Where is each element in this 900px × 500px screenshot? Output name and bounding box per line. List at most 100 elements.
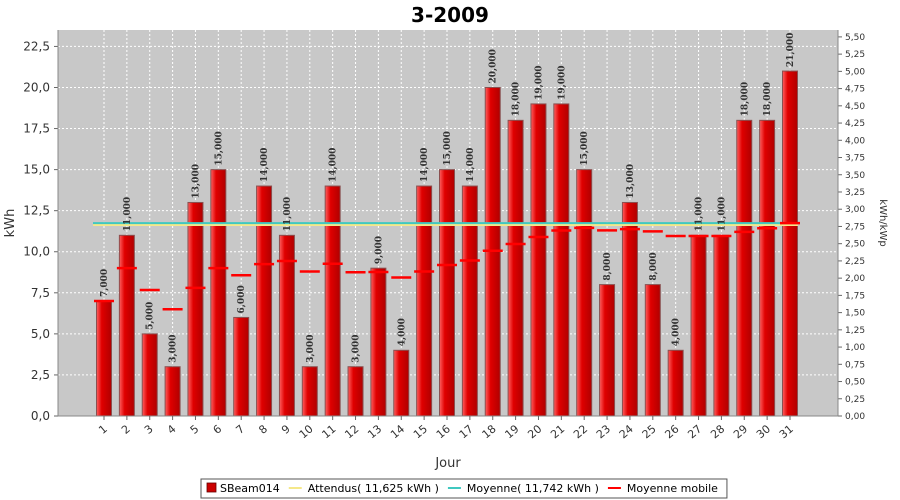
x-tick-label: 21 [548,422,567,441]
bar [210,169,227,417]
y2-tick-label: 2,75 [845,222,865,232]
x-tick-label: 3 [142,422,156,436]
bar [278,234,295,417]
bar-value-label: 19,000 [557,65,567,99]
y2-tick-label: 0,75 [845,360,865,370]
y2-tick-label: 5,25 [845,50,865,60]
chart-title: 3-2009 [411,3,489,27]
y-tick-label: 7,5 [31,286,50,300]
legend-item: SBeam014 [206,482,280,495]
bars [96,70,798,417]
x-axis-label: Jour [434,456,461,471]
y2-tick-label: 3,25 [845,188,865,198]
bar [187,201,204,417]
x-tick-label: 13 [365,422,384,441]
x-tick-label: 12 [342,422,361,441]
y-tick-label: 12,5 [23,204,50,218]
bar [736,119,753,417]
bar-value-label: 18,000 [740,82,750,116]
bar-value-label: 13,000 [191,164,201,198]
x-tick-label: 7 [233,422,247,436]
bar [416,185,433,417]
bar-value-label: 3,000 [352,335,362,363]
y2-tick-label: 4,75 [845,85,865,95]
x-tick-label: 1 [96,422,110,436]
data-labels: 7,000 11,000 5,000 3,000 13,000 15,000 6,000 14… [100,33,796,363]
y2-tick-label: 5,50 [845,33,865,43]
legend-item: Attendus( 11,625 kWh ) [288,482,439,495]
bar [530,103,547,417]
y-tick-label: 20,0 [23,80,50,94]
bar [439,169,455,417]
y2-tick-label: 0,00 [845,412,865,422]
bar-value-label: 18,000 [512,82,522,116]
legend-item: Moyenne mobile [607,482,718,495]
bar-value-label: 14,000 [260,148,270,182]
legend-label: Moyenne( 11,742 kWh ) [467,482,599,495]
bar [393,349,410,417]
x-tick-label: 20 [525,422,544,441]
bar-value-label: 11,000 [695,197,705,231]
bar-value-label: 18,000 [763,82,773,116]
legend-label: Attendus( 11,625 kWh ) [308,482,439,495]
x-tick-label: 24 [617,422,636,441]
x-tick-label: 19 [502,422,521,441]
y2-tick-label: 2,00 [845,274,865,284]
x-tick-label: 4 [165,422,179,436]
bar [690,234,707,417]
y2-tick-label: 4,50 [845,102,865,112]
bar [759,119,776,417]
legend-box [200,478,728,499]
bar [347,366,364,417]
bar-value-label: 19,000 [534,65,544,99]
bar [667,349,684,417]
bar-value-label: 11,000 [717,197,727,231]
x-tick-label: 14 [388,422,407,441]
bar [507,119,524,417]
bar [644,284,661,417]
bar [96,300,112,417]
x-tick-label: 27 [685,422,704,441]
bar-value-label: 13,000 [626,164,636,198]
bar-value-label: 8,000 [603,252,613,280]
bar [141,333,158,417]
bar-value-label: 4,000 [397,318,407,346]
x-tick-label: 8 [256,422,270,436]
y-tick-label: 22,5 [23,39,50,53]
y2-tick-label: 1,75 [845,291,865,301]
legend-item: Moyenne( 11,742 kWh ) [447,482,599,495]
y-tick-label: 2,5 [31,368,50,382]
bar [553,103,570,417]
y2-tick-label: 4,00 [845,136,865,146]
bar-value-label: 3,000 [306,335,316,363]
y-tick-label: 5,0 [31,327,50,341]
bar [782,70,798,417]
bar-value-label: 14,000 [420,148,430,182]
y2-tick-label: 2,50 [845,240,865,250]
x-tick-label: 10 [297,422,316,441]
y-axis-label: kWh [3,209,18,238]
bar [621,201,638,417]
bar-value-label: 15,000 [443,131,453,165]
y2-axis-label: kWh/kWp [877,199,888,246]
bar-value-label: 3,000 [169,335,179,363]
bar-value-label: 5,000 [146,302,156,330]
bar-value-label: 4,000 [672,318,682,346]
x-tick-label: 6 [211,422,225,436]
x-tick-label: 11 [320,422,339,441]
bar-value-label: 9,000 [374,236,384,264]
x-tick-label: 18 [480,422,499,441]
y2-tick-label: 3,00 [845,205,865,215]
x-tick-label: 17 [457,422,476,441]
bar [324,185,341,417]
bar [256,185,273,417]
x-tick-label: 9 [279,422,293,436]
y2-tick-label: 5,00 [845,67,865,77]
x-tick-label: 22 [571,422,590,441]
bar [713,234,730,417]
x-tick-label: 28 [708,422,727,441]
reference-lines [93,221,800,311]
bar [233,316,250,417]
x-tick-label: 26 [663,422,682,441]
